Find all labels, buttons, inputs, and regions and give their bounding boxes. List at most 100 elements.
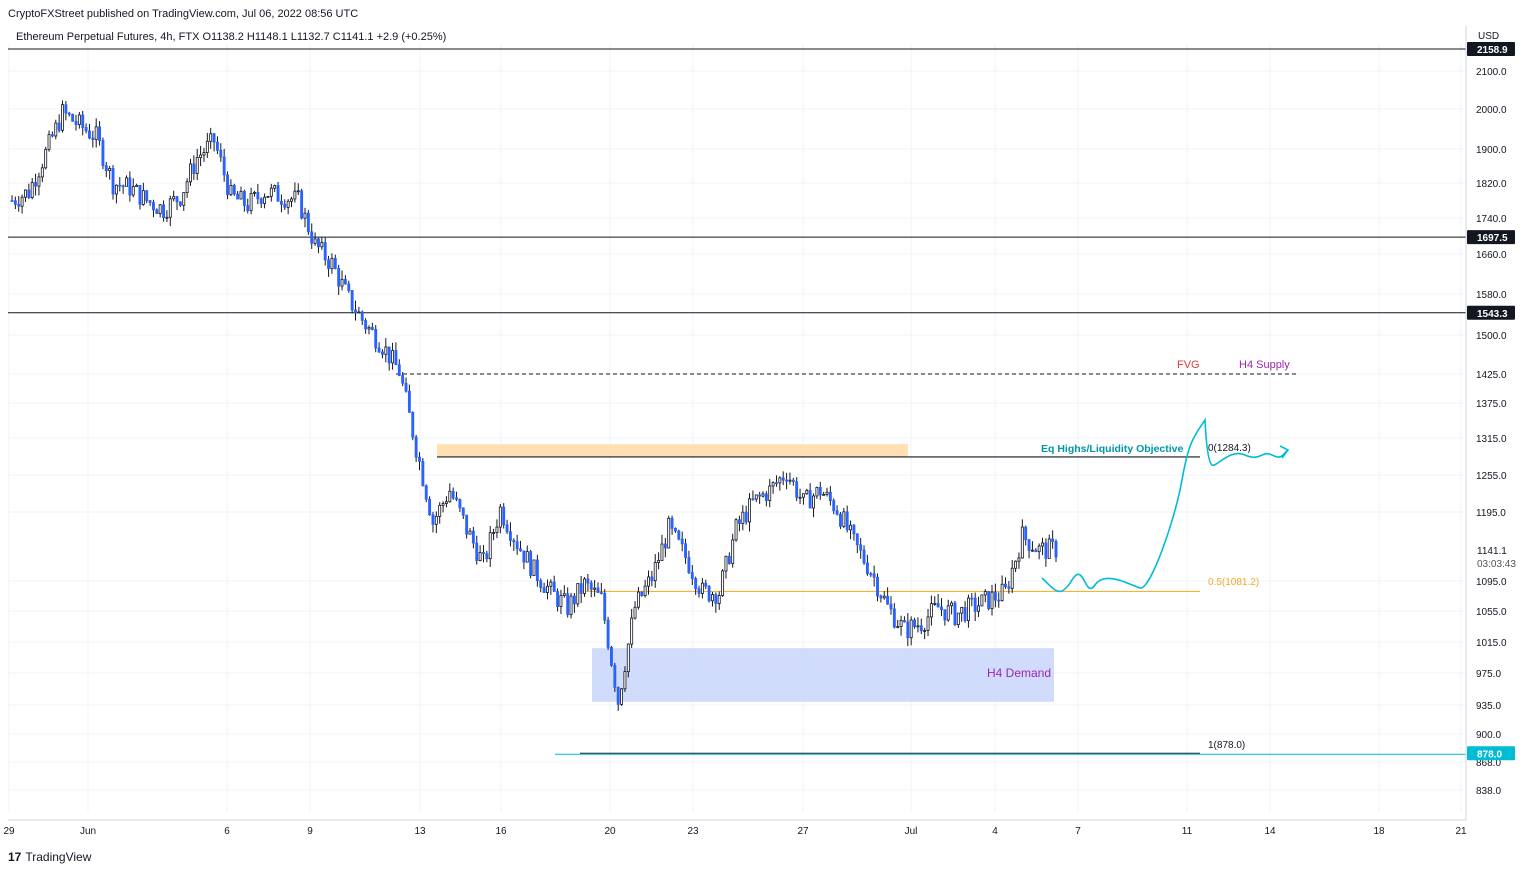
candle [374,324,378,353]
candle [303,207,307,228]
candle-body [855,533,859,546]
candle [441,501,445,513]
candle [828,486,832,506]
candle [966,594,970,628]
candle-body [660,543,664,561]
candle [626,643,630,678]
candle-body [785,479,789,482]
candle-body [401,375,405,384]
time-tick-label: 21 [1455,826,1467,837]
candle-body [721,570,725,596]
candle-body [461,507,465,516]
tradingview-logo[interactable]: 17 TradingView [8,850,91,864]
candle-body [515,541,519,550]
candle [381,349,384,359]
candle-body [859,544,863,551]
price-tick-label: 2000.0 [1476,105,1507,116]
candle [71,113,75,122]
candle-body [141,190,145,205]
candle [781,471,785,486]
candle [872,565,876,587]
price-label-box [1467,305,1515,320]
candle [488,526,492,567]
candle-body [778,477,782,484]
candle [788,472,792,485]
candle-body [758,494,762,497]
time-tick-label: 29 [3,826,15,837]
candle-body [869,573,873,576]
candle-body [771,482,775,487]
candle [950,600,954,615]
candle [997,592,1001,608]
candle [640,591,644,597]
candle-body [205,140,209,154]
time-tick-label: 11 [1182,826,1193,837]
candle-body [610,647,613,666]
candle [674,527,677,533]
candle-body [300,190,304,219]
candle-body [906,621,910,639]
candle-body [367,326,371,330]
candle [118,177,122,192]
candle-body [168,198,172,218]
candle [404,377,408,393]
candle [616,686,620,711]
candle [973,592,977,622]
candle-body [222,156,226,176]
candle [276,181,280,202]
candle [67,111,71,117]
candle [155,208,159,215]
candle-body [1047,538,1051,559]
candle [327,255,331,277]
candle [785,472,789,490]
candle-body [775,482,778,485]
candle [64,101,68,121]
candle [461,507,465,519]
price-tick-label: 1820.0 [1476,179,1507,190]
candle [320,237,324,250]
candle-body [343,278,347,285]
candle [20,194,24,214]
candle [650,570,654,587]
candle-body [424,485,428,500]
candle [795,477,799,502]
candle-body [546,585,549,593]
candle [1014,560,1018,573]
candle [249,187,253,215]
candle-body [313,238,317,244]
candle [839,512,842,530]
candle-body [195,157,199,174]
candle [286,199,290,215]
candle-body [114,184,118,195]
candle-body [178,201,182,206]
candle-body [108,168,112,172]
candle [101,137,105,170]
candle-body [559,595,563,607]
candle-body [1027,539,1031,551]
time-tick-label: 14 [1264,826,1276,837]
candle-body [815,487,819,497]
candle [855,533,859,554]
candle-body [330,258,334,270]
candle-body [47,134,51,150]
chart-annotations: FVG H4 Supply Eq Highs/Liquidity Objective… [987,359,1290,751]
time-tick-label: 16 [495,826,507,837]
candle-body [485,553,489,560]
candle [993,583,997,608]
candle-body [323,242,327,261]
price-tick-label: 1900.0 [1476,145,1507,156]
candle-body [152,202,155,211]
candle-body [798,496,802,499]
candle [690,565,694,585]
candle-body [586,578,590,584]
candle [542,582,546,593]
candle [775,475,778,487]
candle [684,538,687,564]
candle-body [754,494,758,500]
candle-body [155,209,159,215]
candle [482,545,485,563]
candle-body [498,506,502,528]
candle-body [482,552,485,555]
candle [892,603,896,629]
